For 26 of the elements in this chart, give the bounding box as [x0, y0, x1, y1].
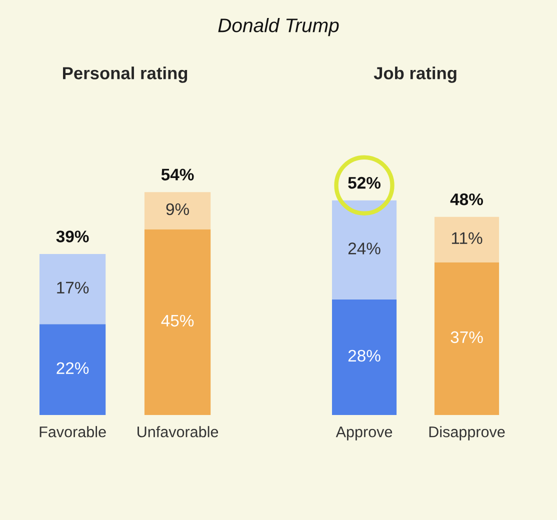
- data-label: 11%: [452, 232, 482, 244]
- total-label: 48%: [450, 193, 484, 206]
- data-label: 28%: [348, 350, 380, 362]
- data-label: 9%: [166, 203, 189, 216]
- data-label: 24%: [348, 242, 380, 254]
- total-label: 39%: [56, 230, 89, 242]
- bar: [434, 262, 500, 415]
- data-label: 45%: [161, 314, 194, 327]
- chart-title: Personal rating: [63, 66, 188, 83]
- text: Donald Trump: [218, 18, 339, 36]
- total-label: 54%: [161, 168, 194, 180]
- bar: [39, 254, 106, 324]
- data-label: 17%: [57, 282, 89, 294]
- chart-title: Job rating: [374, 66, 456, 83]
- data-label: 22%: [56, 362, 89, 374]
- bar: [39, 324, 106, 415]
- x-tick-label: Disapprove: [429, 426, 505, 440]
- total-label: 52%: [348, 176, 381, 189]
- bar: [434, 216, 500, 262]
- bar: [144, 229, 211, 415]
- data-label: 37%: [450, 331, 483, 344]
- bar: [332, 299, 397, 415]
- bar: [144, 192, 211, 230]
- x-tick-label: Approve: [336, 426, 392, 440]
- x-tick-label: Unfavorable: [138, 426, 218, 438]
- x-tick-label: Favorable: [40, 426, 106, 438]
